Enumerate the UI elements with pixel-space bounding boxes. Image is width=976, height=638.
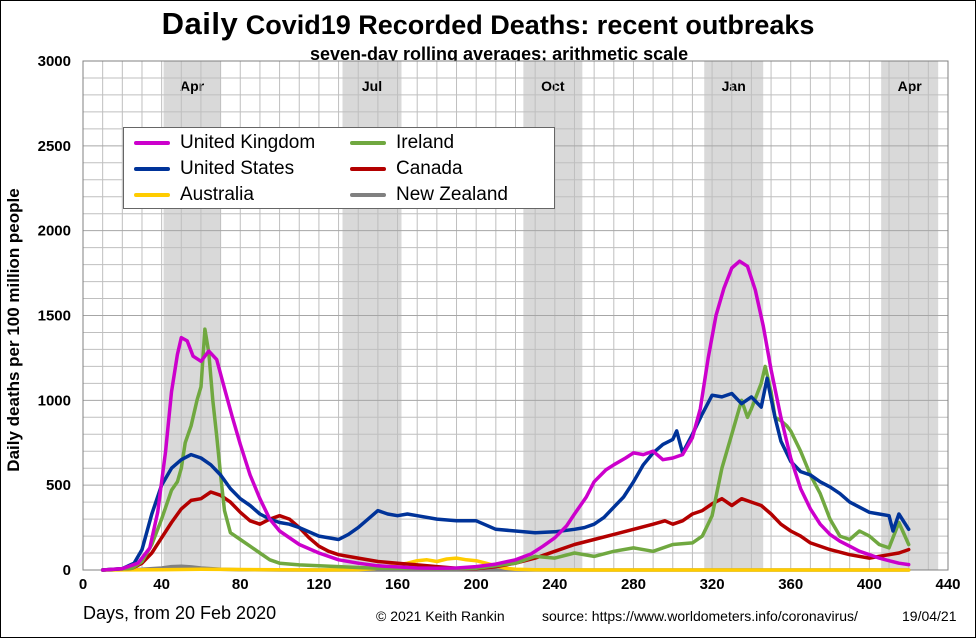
legend-item: Ireland: [350, 130, 454, 156]
series-lines: [100, 259, 911, 572]
chart-title-rest: Covid19 Recorded Deaths: recent outbreak…: [245, 10, 815, 40]
series-line-united-states: [100, 376, 911, 572]
legend-label: Australia: [180, 184, 254, 205]
legend-swatch: [134, 193, 170, 197]
x-tick-label: 320: [700, 576, 725, 593]
legend-item: Australia: [134, 182, 254, 208]
legend-swatch: [350, 141, 386, 145]
month-band-label: Jul: [362, 78, 382, 94]
legend-label: Canada: [396, 158, 463, 179]
x-tick-label: 360: [778, 576, 803, 593]
copyright-credit: © 2021 Keith Rankin: [376, 608, 505, 624]
legend-item: United Kingdom: [134, 130, 315, 156]
chart-subtitle: seven-day rolling averages; arithmetic s…: [310, 44, 689, 64]
x-tick-label: 240: [542, 576, 567, 593]
plot-area: Apr Jul Oct Jan Apr 050010001500200025003000…: [38, 53, 961, 593]
x-tick-label: 40: [153, 576, 170, 593]
month-band-label: Apr: [898, 78, 923, 94]
x-axis-caption: Days, from 20 Feb 2020: [83, 603, 277, 623]
legend-swatch: [350, 193, 386, 197]
y-tick-label: 500: [46, 477, 71, 494]
series-line-australia: [100, 556, 911, 572]
date-stamp: 19/04/21: [902, 608, 957, 624]
y-tick-label: 1000: [38, 392, 71, 409]
legend-swatch: [134, 141, 170, 145]
legend-swatch: [350, 167, 386, 171]
legend-label: New Zealand: [396, 184, 508, 205]
legend-swatch: [134, 167, 170, 171]
chart-title-bold: Daily: [161, 6, 239, 41]
y-tick-label: 2000: [38, 223, 71, 240]
x-tick-label: 120: [306, 576, 331, 593]
chart-title: Daily Covid19 Recorded Deaths: recent ou…: [0, 6, 976, 42]
month-band-label: Oct: [541, 78, 565, 94]
month-band-label: Jan: [722, 78, 746, 94]
y-tick-label: 3000: [38, 53, 71, 70]
legend-item: New Zealand: [350, 182, 508, 208]
x-tick-label: 280: [621, 576, 646, 593]
y-tick-label: 0: [63, 562, 71, 579]
x-tick-label: 80: [232, 576, 249, 593]
x-tick-label: 160: [385, 576, 410, 593]
x-tick-label: 0: [79, 576, 87, 593]
y-tick-label: 1500: [38, 308, 71, 325]
legend-label: United States: [180, 158, 295, 179]
source-note: source: https://www.worldometers.info/co…: [542, 608, 858, 624]
axes: 0 500 1000 1500 2000 2500 3000 0 40 80 120 160 200 24…: [38, 53, 961, 593]
x-tick-label: 400: [857, 576, 882, 593]
x-tick-label: 440: [935, 576, 960, 593]
month-band-label: Apr: [180, 78, 205, 94]
legend-item: Canada: [350, 156, 463, 182]
legend-label: Ireland: [396, 132, 455, 153]
legend-item: United States: [134, 156, 294, 182]
series-line-ireland: [100, 327, 911, 572]
legend: United Kingdom Ireland United States Canada…: [123, 127, 555, 209]
x-tick-label: 200: [464, 576, 489, 593]
series-line-united-kingdom: [100, 259, 911, 572]
legend-label: United Kingdom: [180, 132, 316, 153]
y-tick-label: 2500: [38, 138, 71, 155]
